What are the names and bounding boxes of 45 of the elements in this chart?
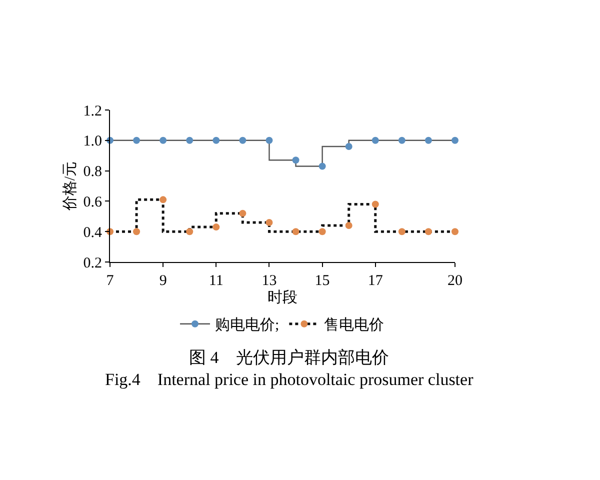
point <box>452 228 458 236</box>
point <box>239 210 246 217</box>
x-tick-label: 20 <box>448 273 462 289</box>
point <box>160 196 167 204</box>
point <box>266 136 273 144</box>
point <box>212 136 220 144</box>
x-axis-title: 时段 <box>268 289 298 306</box>
y-tick-label: 0.2 <box>83 255 102 272</box>
x-tick-label: 13 <box>262 273 277 289</box>
point <box>345 222 352 230</box>
x-tick-label: 9 <box>159 273 167 289</box>
x-tick-label: 17 <box>368 273 384 289</box>
point <box>186 228 194 236</box>
y-tick-label: 0.6 <box>83 194 102 210</box>
caption: 图 4 光伏用户群内部电价 <box>189 348 389 367</box>
y-tick-label: 0.8 <box>83 164 102 180</box>
x-tick-label: 15 <box>314 273 330 289</box>
y-axis-title: 价格/元 <box>62 161 78 212</box>
point <box>160 136 167 144</box>
point <box>398 228 406 236</box>
point <box>318 162 326 170</box>
point <box>318 228 326 236</box>
point <box>452 136 458 144</box>
point <box>133 228 140 236</box>
y-tick-label: 1.2 <box>83 103 102 120</box>
y-tick-label: 0.4 <box>83 224 102 241</box>
point <box>212 224 220 231</box>
point <box>345 142 352 150</box>
legend-label: 购电电价; <box>215 316 280 334</box>
legend-label: 售电电价 <box>324 316 384 334</box>
point <box>424 228 432 236</box>
point <box>372 200 379 208</box>
point <box>186 136 194 144</box>
point <box>372 136 379 144</box>
point <box>266 218 273 226</box>
x-tick-label: 11 <box>208 273 224 289</box>
point <box>239 136 246 144</box>
point <box>424 136 432 144</box>
y-tick-label: 1.0 <box>83 134 102 150</box>
caption: Fig.4 Internal price in photovoltaic prosumer cluster <box>105 370 474 389</box>
point <box>133 136 140 144</box>
point <box>292 156 300 164</box>
point <box>292 228 300 236</box>
x-tick-label: 7 <box>106 273 114 289</box>
point <box>398 136 406 144</box>
